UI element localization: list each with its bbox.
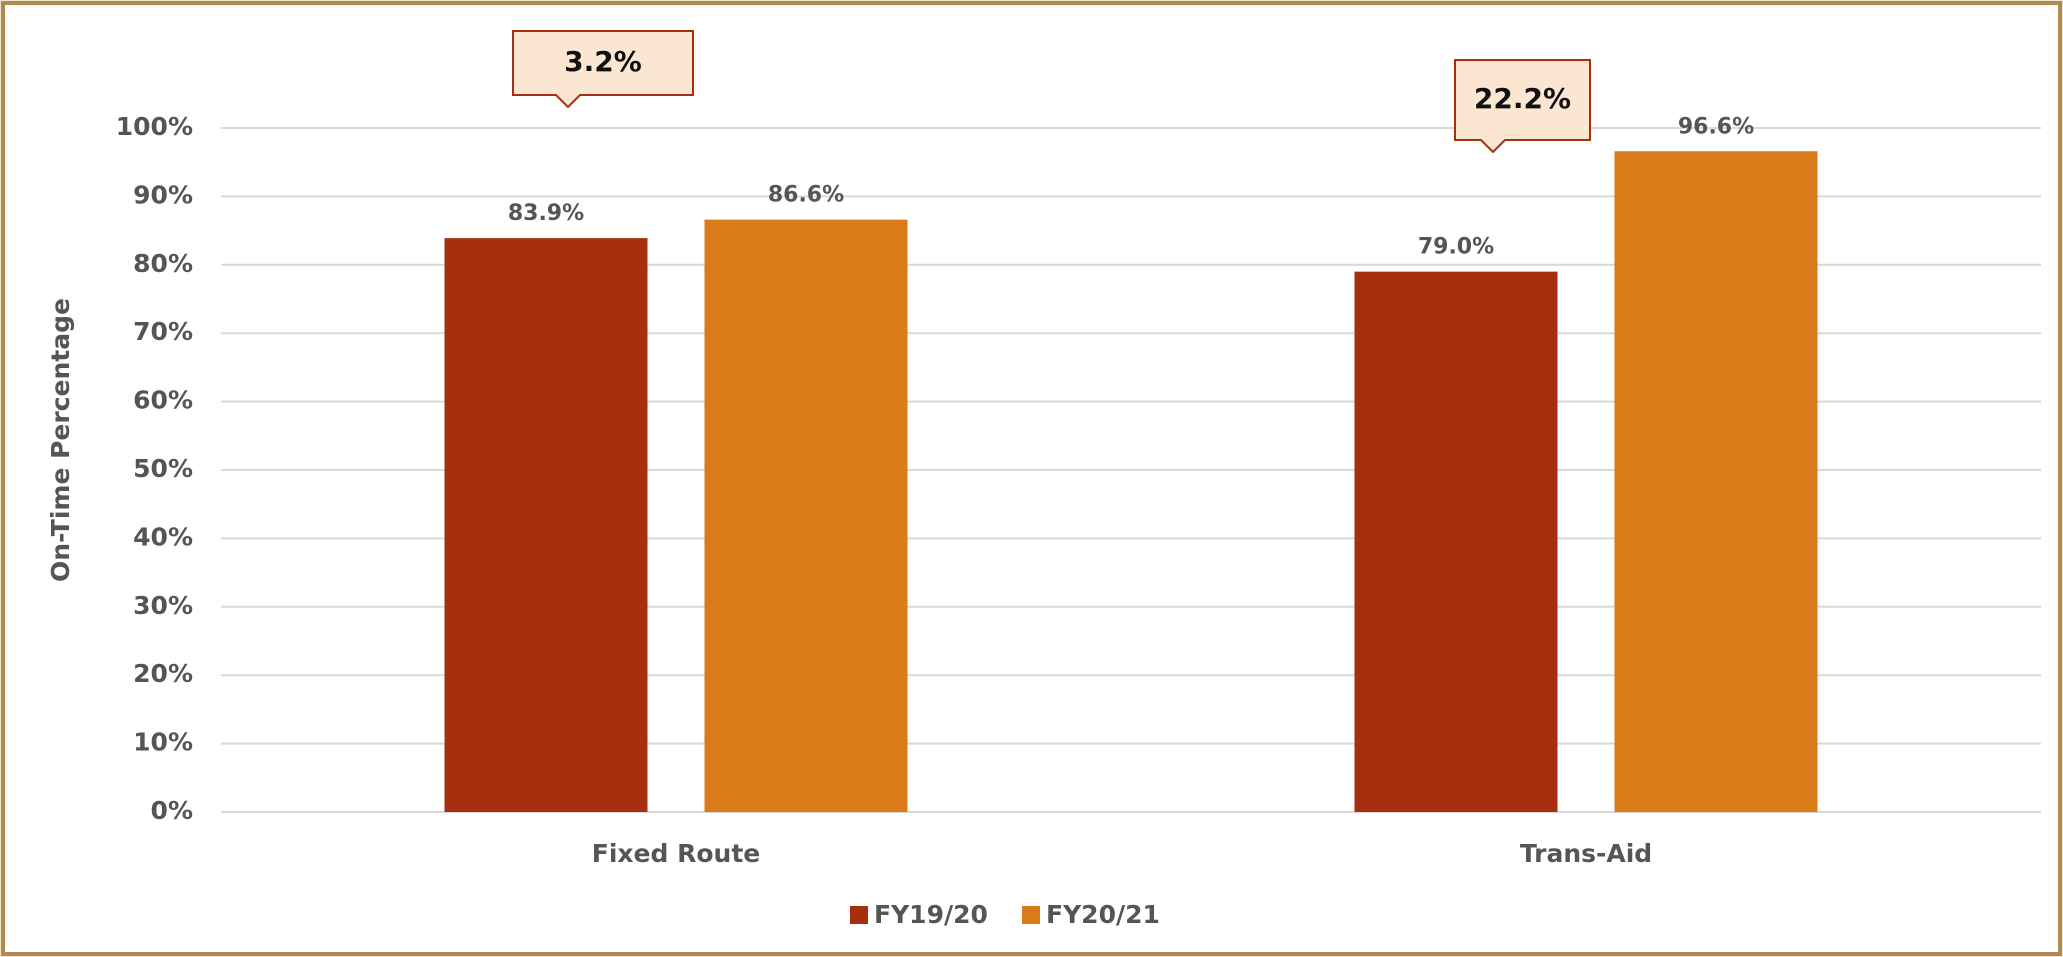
callout-box xyxy=(512,30,694,109)
data-label: 96.6% xyxy=(1678,114,1754,139)
y-tick-label: 70% xyxy=(133,317,193,346)
bar xyxy=(1614,151,1818,813)
y-tick-label: 30% xyxy=(133,591,193,620)
callout-box xyxy=(1454,59,1591,154)
legend-swatch xyxy=(850,906,868,924)
x-tick-label: Fixed Route xyxy=(592,839,760,868)
y-tick-label: 100% xyxy=(116,112,193,141)
annotation: 3.2% xyxy=(564,45,642,78)
data-label: 83.9% xyxy=(508,201,584,226)
annotation: 22.2% xyxy=(1474,82,1571,115)
y-tick-label: 20% xyxy=(133,659,193,688)
x-tick-label: Trans-Aid xyxy=(1520,839,1652,868)
y-axis-title: On-Time Percentage xyxy=(46,298,75,582)
y-tick-label: 10% xyxy=(133,728,193,757)
bar xyxy=(1354,271,1558,812)
y-tick-label: 0% xyxy=(151,796,193,825)
bar xyxy=(444,238,648,812)
y-tick-label: 60% xyxy=(133,386,193,415)
y-tick-label: 40% xyxy=(133,522,193,551)
data-label: 79.0% xyxy=(1418,235,1494,260)
legend-label: FY20/21 xyxy=(1046,900,1160,929)
bar xyxy=(704,219,908,812)
y-tick-label: 90% xyxy=(133,180,193,209)
legend-label: FY19/20 xyxy=(874,900,988,929)
y-tick-label: 50% xyxy=(133,454,193,483)
data-label: 86.6% xyxy=(768,183,844,208)
legend-swatch xyxy=(1022,906,1040,924)
y-tick-label: 80% xyxy=(133,249,193,278)
